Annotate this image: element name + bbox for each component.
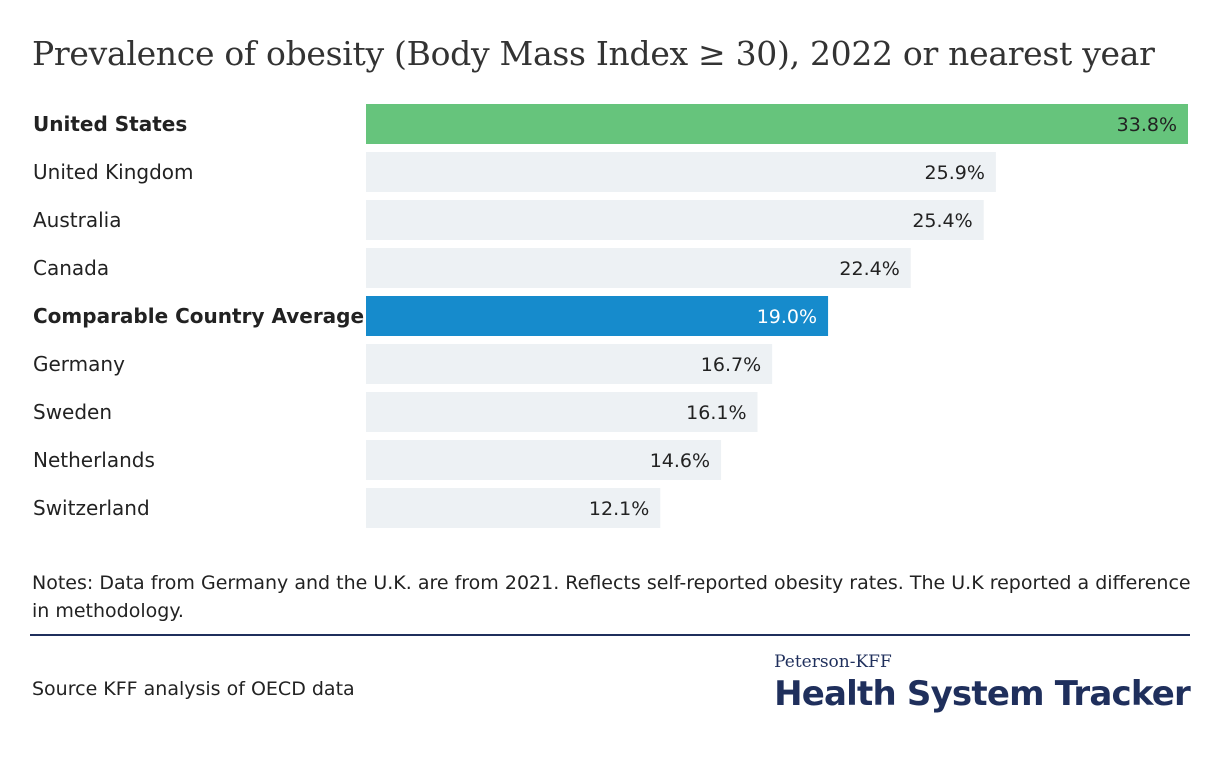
value-label-united-kingdom: 25.9% — [925, 162, 985, 184]
bar-germany — [366, 344, 773, 384]
category-label-australia: Australia — [33, 208, 121, 232]
bar-united-kingdom — [366, 152, 996, 192]
chart-title: Prevalence of obesity (Body Mass Index ≥… — [32, 34, 1155, 73]
bar-sweden — [366, 392, 758, 432]
value-label-germany: 16.7% — [701, 354, 761, 376]
source-note: Source KFF analysis of OECD data — [32, 678, 355, 700]
value-label-australia: 25.4% — [912, 210, 972, 232]
category-label-sweden: Sweden — [33, 400, 112, 424]
bar-switzerland — [366, 488, 661, 528]
bar-comparable-country-average — [366, 296, 829, 336]
category-label-comparable-country-average: Comparable Country Average — [33, 304, 364, 328]
category-label-united-states: United States — [33, 112, 187, 136]
bar-chart: United States 33.8% United Kingdom 25.9% Aus… — [33, 104, 1188, 528]
bar-netherlands — [366, 440, 722, 480]
chart-notes: Notes: Data from Germany and the U.K. ar… — [32, 572, 1191, 622]
divider-rule — [30, 634, 1190, 636]
value-label-canada: 22.4% — [839, 258, 899, 280]
category-label-switzerland: Switzerland — [33, 496, 150, 520]
logo-main-text: Health System Tracker — [774, 674, 1191, 714]
value-label-switzerland: 12.1% — [589, 498, 649, 520]
category-label-netherlands: Netherlands — [33, 448, 155, 472]
value-label-sweden: 16.1% — [686, 402, 746, 424]
category-label-canada: Canada — [33, 256, 109, 280]
bar-united-states — [366, 104, 1188, 144]
value-label-united-states: 33.8% — [1117, 114, 1177, 136]
bar-canada — [366, 248, 911, 288]
category-label-united-kingdom: United Kingdom — [33, 160, 194, 184]
category-label-germany: Germany — [33, 352, 125, 376]
value-label-comparable-country-average: 19.0% — [757, 306, 817, 328]
value-label-netherlands: 14.6% — [650, 450, 710, 472]
logo-top-text: Peterson-KFF — [774, 652, 892, 672]
brand-logo: Peterson-KFF Health System Tracker — [774, 652, 1191, 716]
bar-australia — [366, 200, 984, 240]
